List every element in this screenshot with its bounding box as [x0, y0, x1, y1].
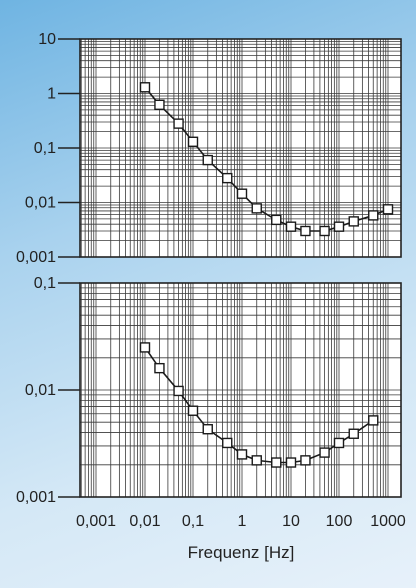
- data-point-marker: [271, 214, 282, 226]
- data-point-marker: [285, 221, 297, 232]
- data-point-marker: [300, 455, 311, 466]
- data-point-marker: [139, 82, 151, 93]
- y-tick-label: 0,001: [16, 489, 56, 506]
- y-tick-label: 0,1: [34, 140, 56, 157]
- y-tick-label: 0,01: [25, 195, 56, 212]
- data-point-marker: [368, 415, 379, 426]
- data-point-marker: [222, 437, 233, 449]
- x-axis-label: Frequenz [Hz]: [188, 543, 295, 562]
- data-point-marker: [236, 188, 248, 199]
- y-tick-label: 0,1: [34, 275, 56, 292]
- data-point-marker: [300, 225, 311, 237]
- data-point-marker: [187, 136, 199, 147]
- data-point-marker: [333, 437, 345, 449]
- x-tick-label: 1: [238, 513, 247, 530]
- data-point-marker: [173, 385, 184, 397]
- data-point-marker: [333, 221, 345, 232]
- data-point-marker: [382, 204, 394, 215]
- series-line: [144, 86, 389, 232]
- data-point-marker: [285, 457, 297, 468]
- data-point-marker: [202, 154, 213, 166]
- data-point-marker: [319, 447, 330, 458]
- data-point-marker: [251, 455, 262, 466]
- y-tick-label: 0,001: [16, 249, 56, 266]
- data-point-marker: [222, 172, 233, 184]
- x-tick-label: 0,1: [182, 513, 204, 530]
- data-point-marker: [154, 99, 165, 111]
- y-tick-label: 10: [38, 31, 56, 48]
- data-point-marker: [348, 428, 359, 439]
- data-point-marker: [348, 216, 359, 227]
- data-point-marker: [368, 210, 379, 221]
- x-tick-label: 1000: [370, 513, 406, 530]
- data-point-marker: [173, 118, 184, 129]
- y-tick-label: 0,01: [25, 382, 56, 399]
- x-tick-label: 10: [282, 513, 300, 530]
- y-tick-label: 1: [47, 86, 56, 103]
- x-tick-label: 0,01: [129, 513, 160, 530]
- x-tick-label: 0,001: [76, 513, 116, 530]
- data-point-marker: [319, 225, 330, 237]
- data-point-marker: [202, 424, 213, 435]
- x-tick-label: 100: [326, 513, 353, 530]
- data-point-marker: [139, 342, 151, 353]
- data-point-marker: [271, 457, 282, 468]
- data-point-marker: [251, 203, 262, 214]
- data-point-marker: [187, 405, 199, 416]
- data-point-marker: [236, 449, 248, 460]
- data-point-marker: [154, 362, 165, 374]
